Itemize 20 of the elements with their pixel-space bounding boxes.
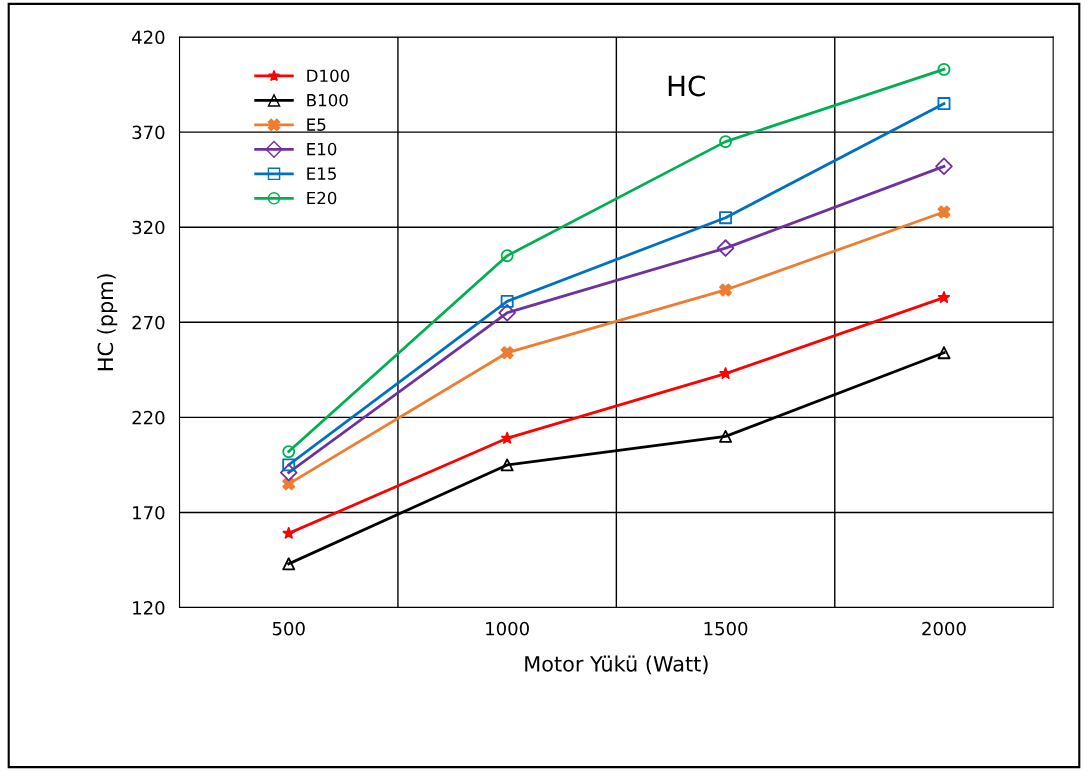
y-tick-label: 120 xyxy=(133,601,165,615)
x-tick-label: 1000 xyxy=(486,621,529,636)
y-tick-label: 270 xyxy=(132,315,165,330)
legend-label: E10 xyxy=(307,142,337,156)
legend-label: E20 xyxy=(307,191,337,205)
x-tick-label: 2000 xyxy=(922,621,966,636)
y-tick-label: 170 xyxy=(133,505,165,520)
y-tick-label: 370 xyxy=(132,125,165,140)
x-tick-label: 500 xyxy=(272,621,305,636)
x-tick-label: 1500 xyxy=(704,621,748,636)
legend-label: D100 xyxy=(307,69,350,83)
legend-label: E15 xyxy=(307,167,336,180)
y-tick-label: 220 xyxy=(132,410,165,425)
x-axis-title: Motor Yükü (Watt) xyxy=(525,655,708,675)
y-axis-title: HC (ppm) xyxy=(97,274,118,371)
y-tick-label: 320 xyxy=(132,220,165,235)
legend-label: E5 xyxy=(307,118,326,131)
legend-label: B100 xyxy=(307,93,348,107)
text: HC xyxy=(668,75,705,97)
y-tick-label: 420 xyxy=(132,30,165,45)
